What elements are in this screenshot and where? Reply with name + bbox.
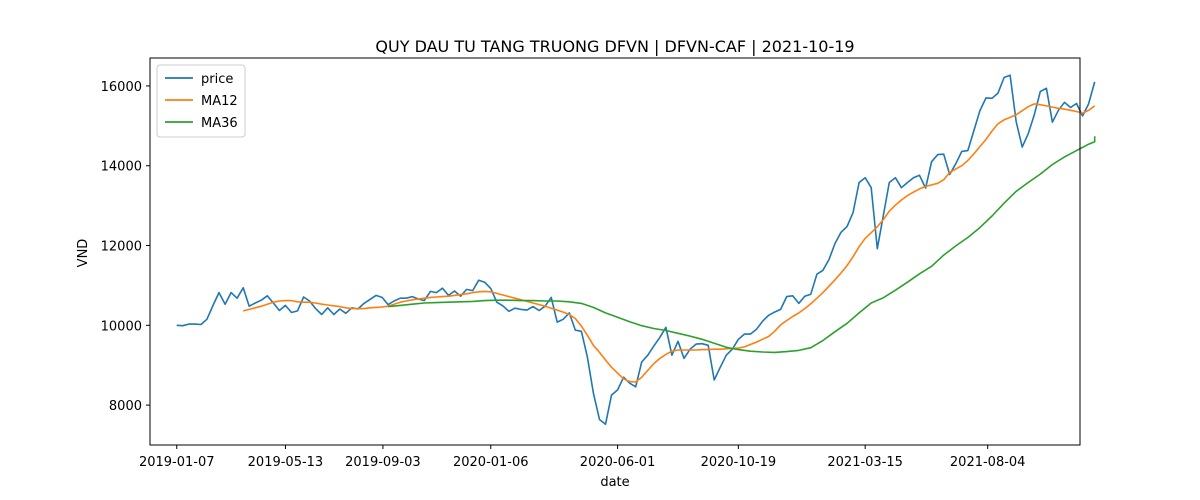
chart-title: QUY DAU TU TANG TRUONG DFVN | DFVN-CAF |… xyxy=(375,37,854,56)
legend-box xyxy=(156,64,246,138)
y-tick-label: 8000 xyxy=(109,399,142,414)
x-tick-label: 2019-05-13 xyxy=(248,455,324,470)
x-tick-label: 2021-03-15 xyxy=(827,455,903,470)
y-tick-label: 12000 xyxy=(101,240,142,255)
plot-area: 2019-01-07 2019-05-13 2019-09-03 2020-01-06… xyxy=(101,57,1096,470)
x-tick-label: 2019-01-07 xyxy=(139,455,215,470)
x-tick-label: 2021-08-04 xyxy=(950,455,1026,470)
x-axis-label: date xyxy=(600,475,629,490)
series-line-ma12 xyxy=(243,103,1096,383)
legend-label-ma36: MA36 xyxy=(201,116,238,131)
series-line-price xyxy=(176,74,1096,426)
x-tick-label: 2020-10-19 xyxy=(701,455,777,470)
y-tick-label: 16000 xyxy=(101,80,142,95)
legend-label-price: price xyxy=(201,72,233,87)
x-tick-label: 2020-06-01 xyxy=(580,455,656,470)
x-tick-label: 2019-09-03 xyxy=(345,455,421,470)
series-line-ma36 xyxy=(388,136,1096,354)
y-tick-label: 10000 xyxy=(101,319,142,334)
legend-label-ma12: MA12 xyxy=(201,94,238,109)
x-tick-label: 2020-01-06 xyxy=(453,455,529,470)
y-tick-label: 14000 xyxy=(101,160,142,175)
y-axis-label: VND xyxy=(76,239,91,268)
plot-frame xyxy=(149,57,1081,446)
